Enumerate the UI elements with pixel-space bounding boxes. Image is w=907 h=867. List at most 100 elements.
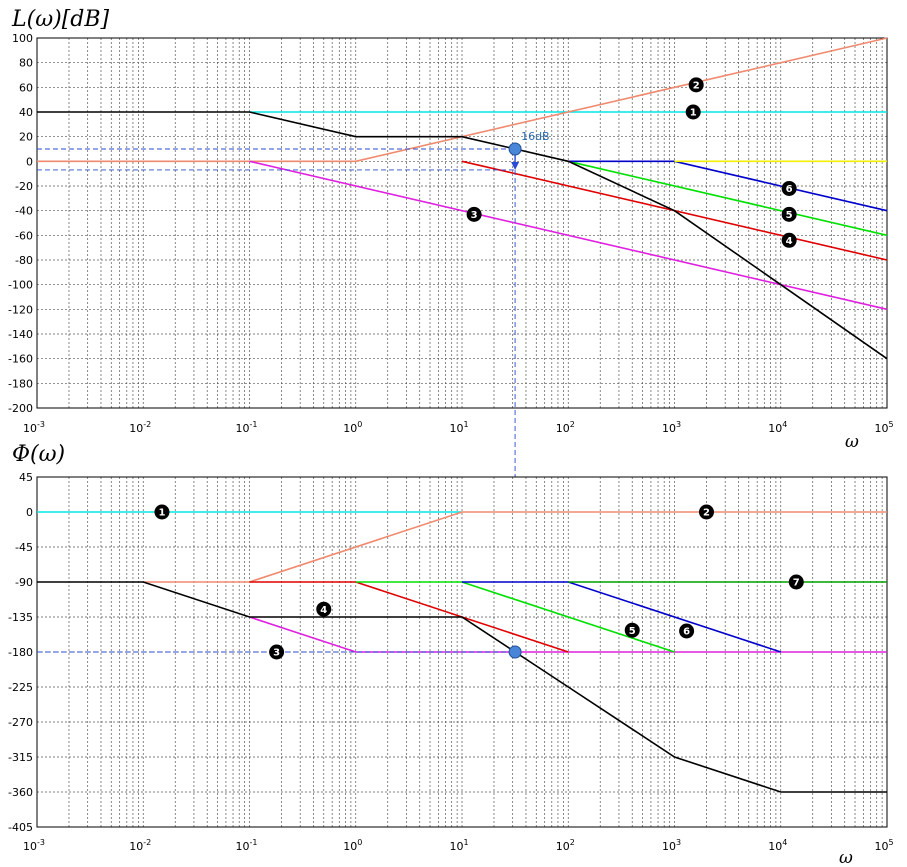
x-tick-label: 103 bbox=[662, 838, 681, 853]
marker-number: 1 bbox=[158, 508, 165, 519]
series-marker-7: 7 bbox=[788, 574, 804, 590]
marker-number: 2 bbox=[693, 80, 700, 91]
y-tick-label: -180 bbox=[8, 377, 33, 390]
y-tick-label: -45 bbox=[15, 541, 33, 554]
marker-circle bbox=[688, 77, 704, 93]
crossover-annotation bbox=[37, 645, 522, 659]
y-tick-label: 100 bbox=[12, 32, 33, 45]
y-tick-label: -135 bbox=[8, 611, 33, 624]
x-tick-label: 101 bbox=[449, 420, 468, 435]
x-tick-label: 10-1 bbox=[236, 420, 258, 435]
marker-circle bbox=[781, 232, 797, 248]
crossover-point bbox=[508, 645, 522, 659]
y-tick-label: -315 bbox=[8, 751, 33, 764]
marker-circle bbox=[788, 574, 804, 590]
marker-circle bbox=[679, 623, 695, 639]
y-tick-label: 60 bbox=[19, 81, 33, 94]
y-tick-label: -360 bbox=[8, 786, 33, 799]
y-tick-label: -40 bbox=[15, 205, 33, 218]
y-tick-label: -180 bbox=[8, 646, 33, 659]
chart-panel-2: 450-45-90-135-180-225-270-315-360-40510-… bbox=[8, 442, 894, 867]
plot-frame bbox=[36, 37, 888, 409]
series-marker-4: 4 bbox=[781, 232, 797, 248]
marker-circle bbox=[781, 180, 797, 196]
marker-number: 1 bbox=[690, 108, 697, 119]
y-tick-label: 20 bbox=[19, 131, 33, 144]
series-line-2 bbox=[37, 37, 888, 163]
marker-circle bbox=[624, 622, 640, 638]
annotation-label: 16dB bbox=[521, 130, 550, 143]
axis-title: L(ω)[dB] bbox=[11, 7, 110, 32]
y-tick-label: -90 bbox=[15, 576, 33, 589]
grid bbox=[37, 38, 887, 408]
marker-number: 2 bbox=[703, 508, 710, 519]
y-tick-label: 45 bbox=[19, 471, 33, 484]
marker-number: 3 bbox=[471, 210, 478, 221]
marker-number: 5 bbox=[629, 626, 636, 637]
marker-number: 4 bbox=[320, 605, 327, 616]
y-tick-label: -80 bbox=[15, 254, 33, 267]
x-tick-label: 105 bbox=[874, 838, 893, 853]
y-tick-label: 0 bbox=[26, 506, 33, 519]
x-tick-label: 104 bbox=[768, 420, 787, 435]
x-tick-label: 105 bbox=[874, 420, 893, 435]
series-marker-4: 4 bbox=[316, 601, 332, 617]
marker-circle bbox=[698, 504, 714, 520]
series-line-3 bbox=[249, 616, 887, 653]
x-tick-label: 10-2 bbox=[129, 838, 151, 853]
series-marker-1: 1 bbox=[154, 504, 170, 520]
marker-circle bbox=[466, 206, 482, 222]
y-tick-label: -270 bbox=[8, 716, 33, 729]
chart-panel-1: 100806040200-20-40-60-80-100-120-140-160… bbox=[8, 7, 894, 827]
marker-circle bbox=[154, 504, 170, 520]
y-tick-label: -200 bbox=[8, 402, 33, 415]
y-tick-label: -140 bbox=[8, 328, 33, 341]
x-tick-label: 102 bbox=[556, 838, 575, 853]
y-tick-label: -100 bbox=[8, 279, 33, 292]
y-tick-label: -120 bbox=[8, 303, 33, 316]
y-tick-label: 80 bbox=[19, 57, 33, 70]
series-marker-3: 3 bbox=[269, 644, 285, 660]
arrow-head bbox=[511, 161, 520, 170]
y-tick-label: -60 bbox=[15, 229, 33, 242]
x-axis-label: ω bbox=[845, 432, 859, 452]
series-line-5 bbox=[568, 160, 888, 237]
marker-number: 7 bbox=[793, 578, 800, 589]
y-tick-label: -20 bbox=[15, 180, 33, 193]
crossover-point bbox=[508, 142, 522, 156]
marker-circle bbox=[269, 644, 285, 660]
x-tick-label: 101 bbox=[449, 838, 468, 853]
series-marker-5: 5 bbox=[624, 622, 640, 638]
x-tick-label: 104 bbox=[768, 838, 787, 853]
series-line-2 bbox=[143, 511, 887, 583]
series-marker-6: 6 bbox=[679, 623, 695, 639]
axis-title: Φ(ω) bbox=[12, 442, 65, 467]
x-tick-label: 10-3 bbox=[23, 838, 45, 853]
series-marker-2: 2 bbox=[698, 504, 714, 520]
y-tick-label: 0 bbox=[26, 155, 33, 168]
marker-number: 6 bbox=[683, 627, 690, 638]
x-tick-label: 10-2 bbox=[129, 420, 151, 435]
marker-number: 4 bbox=[786, 236, 793, 247]
y-tick-label: -405 bbox=[8, 821, 33, 834]
x-tick-label: 100 bbox=[343, 838, 362, 853]
marker-number: 5 bbox=[786, 210, 793, 221]
marker-number: 3 bbox=[273, 648, 280, 659]
x-tick-label: 103 bbox=[662, 420, 681, 435]
x-tick-label: 10-3 bbox=[23, 420, 45, 435]
y-tick-label: 40 bbox=[19, 106, 33, 119]
y-tick-label: -160 bbox=[8, 353, 33, 366]
x-tick-label: 102 bbox=[556, 420, 575, 435]
marker-number: 6 bbox=[786, 184, 793, 195]
marker-circle bbox=[316, 601, 332, 617]
series-marker-1: 1 bbox=[685, 104, 701, 120]
marker-circle bbox=[685, 104, 701, 120]
x-axis-label: ω bbox=[839, 848, 853, 867]
series-marker-6: 6 bbox=[781, 180, 797, 196]
y-tick-label: -225 bbox=[8, 681, 33, 694]
x-tick-label: 100 bbox=[343, 420, 362, 435]
x-tick-label: 10-1 bbox=[236, 838, 258, 853]
series-marker-5: 5 bbox=[781, 206, 797, 222]
series-marker-2: 2 bbox=[688, 77, 704, 93]
